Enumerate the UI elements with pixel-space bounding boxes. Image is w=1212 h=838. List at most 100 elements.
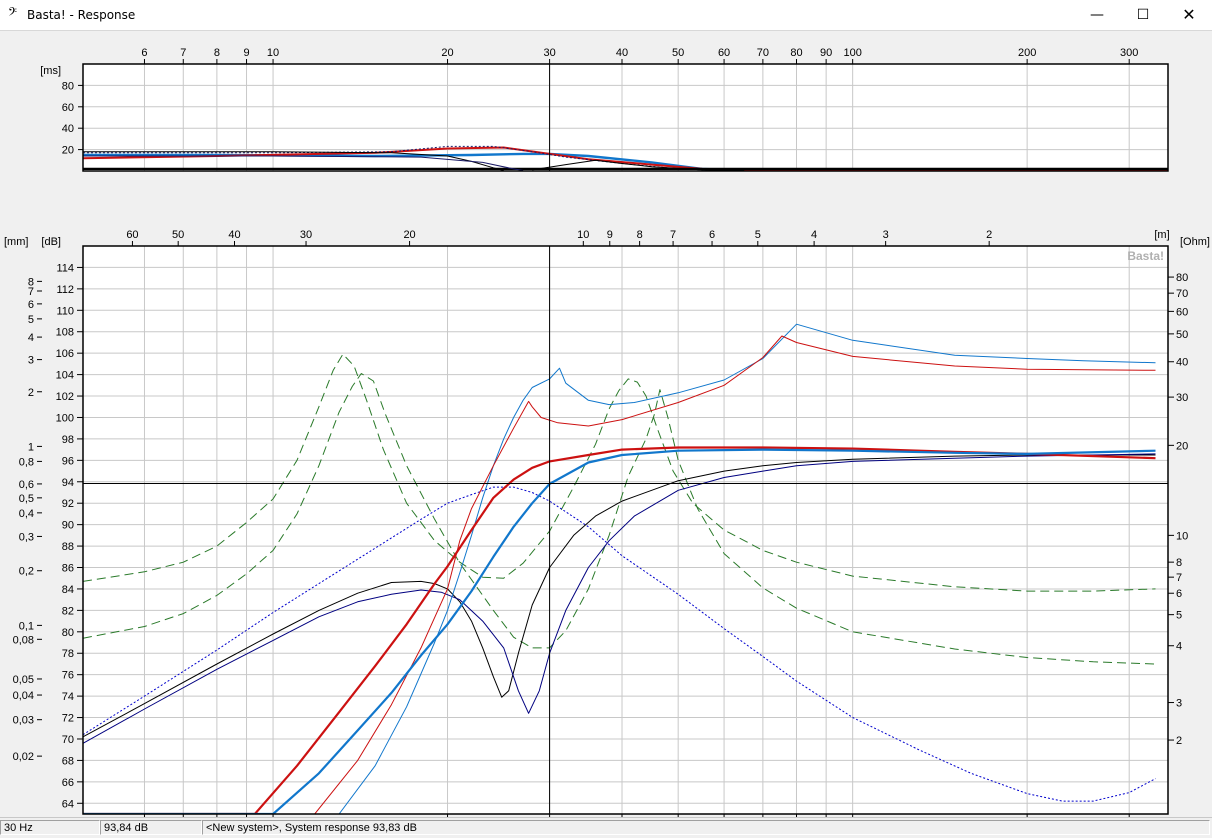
- frequency-response-chart[interactable]: 6789102030405060708090100200300Hz6466687…: [0, 178, 1212, 818]
- group-delay-chart[interactable]: 6 7 8 9 10 20 30 40 50 60 70 80 90 100 200 30020406080[…: [0, 31, 1212, 177]
- response-db-tick-label: 90: [62, 520, 74, 532]
- response-db-tick-label: 104: [56, 370, 74, 382]
- response-mm-tick-label: 0,02: [13, 751, 34, 763]
- response-db-tick-label: 68: [62, 755, 74, 767]
- response-mm-tick-label: 1: [28, 441, 34, 453]
- response-mm-tick-label: 8: [28, 276, 34, 288]
- response-mm-tick-label: 0,2: [19, 566, 34, 578]
- response-ohm-tick-label: 60: [1176, 306, 1188, 318]
- delay-x-tick-label: 50: [672, 47, 684, 59]
- delay-y-tick-label: 20: [62, 145, 74, 157]
- response-wavelength-tick-label: 2: [986, 229, 992, 241]
- response-db-tick-label: 112: [56, 284, 74, 296]
- response-wavelength-tick-label: 30: [300, 229, 312, 241]
- response-db-tick-label: 88: [62, 541, 74, 553]
- response-mm-tick-label: 0,6: [19, 479, 34, 491]
- response-mm-tick-label: 0,5: [19, 493, 34, 505]
- close-button[interactable]: ✕: [1182, 5, 1196, 24]
- response-mm-tick-label: 0,3: [19, 531, 34, 543]
- response-db-tick-label: 108: [56, 327, 74, 339]
- response-wavelength-tick-label: 5: [755, 229, 761, 241]
- response-db-tick-label: 74: [62, 691, 74, 703]
- response-db-tick-label: 96: [62, 455, 74, 467]
- chart2-frame: [82, 245, 1169, 815]
- response-ohm-tick-label: 5: [1176, 610, 1182, 622]
- response-wavelength-tick-label: 9: [607, 229, 613, 241]
- response-db-tick-label: 106: [56, 348, 74, 360]
- response-db-axis-label: [dB]: [41, 236, 61, 248]
- delay-x-tick-label: 7: [180, 47, 186, 59]
- response-mm-tick-label: 0,08: [13, 634, 34, 646]
- response-db-tick-label: 110: [56, 305, 74, 317]
- status-frequency: 30 Hz: [0, 820, 100, 835]
- minimize-button[interactable]: —: [1090, 7, 1104, 23]
- response-ohm-tick-label: 70: [1176, 288, 1188, 300]
- response-wavelength-tick-label: 60: [126, 229, 138, 241]
- delay-y-tick-label: 60: [62, 102, 74, 114]
- response-wavelength-axis-label: [m]: [1154, 229, 1169, 241]
- response-series-4: [83, 453, 1156, 744]
- response-ohm-tick-label: 6: [1176, 588, 1182, 600]
- response-db-tick-label: 78: [62, 648, 74, 660]
- response-series-8: [83, 448, 1156, 814]
- response-mm-tick-label: 0,05: [13, 674, 34, 686]
- response-wavelength-tick-label: 4: [811, 229, 817, 241]
- client-area: 6 7 8 9 10 20 30 40 50 60 70 80 90 100 200 300 20 40 60 80[…: [0, 30, 1212, 818]
- bass-clef-icon: 𝄢: [8, 6, 18, 22]
- response-ohm-tick-label: 7: [1176, 572, 1182, 584]
- response-ohm-tick-label: 20: [1176, 440, 1188, 452]
- response-db-tick-label: 100: [56, 412, 74, 424]
- delay-x-tick-label: 10: [267, 47, 279, 59]
- delay-x-tick-label: 80: [790, 47, 802, 59]
- response-mm-tick-label: 0,8: [19, 456, 34, 468]
- delay-x-tick-label: 30: [543, 47, 555, 59]
- delay-y-tick-label: 40: [62, 123, 74, 135]
- response-mm-tick-label: 2: [28, 387, 34, 399]
- response-ohm-tick-label: 2: [1176, 735, 1182, 747]
- response-wavelength-tick-label: 3: [883, 229, 889, 241]
- response-series-7: [83, 446, 1156, 814]
- response-ohm-tick-label: 40: [1176, 357, 1188, 369]
- response-db-tick-label: 66: [62, 777, 74, 789]
- delay-x-tick-label: 90: [820, 47, 832, 59]
- response-ohm-tick-label: 3: [1176, 698, 1182, 710]
- chart2-plot-area: [83, 246, 1168, 814]
- delay-x-tick-label: 9: [243, 47, 249, 59]
- response-series-5: [338, 323, 1156, 814]
- response-ohm-tick-label: 4: [1176, 641, 1182, 653]
- response-wavelength-tick-label: 7: [670, 229, 676, 241]
- status-message: <New system>, System response 93,83 dB: [202, 820, 1210, 835]
- response-db-tick-label: 98: [62, 434, 74, 446]
- response-mm-tick-label: 0,1: [19, 620, 34, 632]
- response-mm-tick-label: 3: [28, 355, 34, 367]
- maximize-button[interactable]: ☐: [1136, 7, 1150, 23]
- response-wavelength-tick-label: 50: [172, 229, 184, 241]
- response-wavelength-tick-label: 10: [577, 229, 589, 241]
- delay-x-tick-label: 300: [1120, 47, 1138, 59]
- response-mm-tick-label: 4: [28, 332, 34, 344]
- response-db-tick-label: 86: [62, 563, 74, 575]
- response-mm-tick-label: 6: [28, 299, 34, 311]
- response-mm-tick-label: 7: [28, 286, 34, 298]
- delay-x-tick-label: 100: [843, 47, 861, 59]
- delay-y-axis-label: [ms]: [40, 65, 61, 77]
- response-mm-tick-label: 0,03: [13, 715, 34, 727]
- delay-x-tick-label: 70: [757, 47, 769, 59]
- response-db-tick-label: 84: [62, 584, 74, 596]
- response-db-tick-label: 94: [62, 477, 74, 489]
- status-bar: 30 Hz 93,84 dB <New system>, System resp…: [0, 817, 1212, 838]
- response-mm-tick-label: 5: [28, 314, 34, 326]
- response-series-3: [83, 454, 1156, 738]
- window-title: Basta! - Response: [27, 8, 136, 22]
- response-db-tick-label: 80: [62, 627, 74, 639]
- delay-x-tick-label: 6: [141, 47, 147, 59]
- delay-x-tick-label: 200: [1018, 47, 1036, 59]
- response-ohm-tick-label: 80: [1176, 272, 1188, 284]
- response-ohm-tick-label: 8: [1176, 557, 1182, 569]
- watermark-label: Basta!: [1127, 249, 1164, 263]
- delay-x-tick-label: 60: [718, 47, 730, 59]
- delay-x-tick-label: 8: [214, 47, 220, 59]
- chart1-frame: [82, 63, 1169, 172]
- response-db-tick-label: 114: [56, 262, 74, 274]
- response-ohm-tick-label: 30: [1176, 392, 1188, 404]
